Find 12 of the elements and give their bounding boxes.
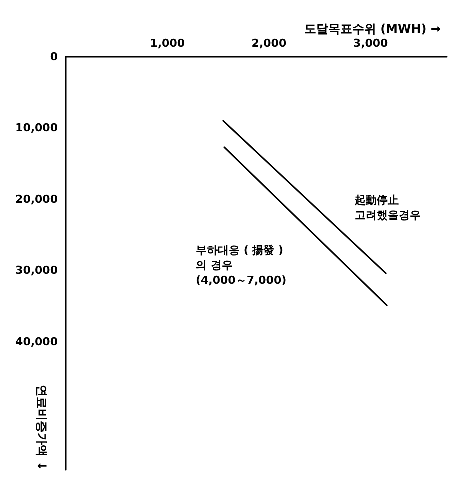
x-tick-label: 3,000: [353, 37, 389, 50]
y-tick-label: 0: [50, 50, 58, 64]
y-tick-label: 20,000: [16, 192, 58, 206]
annotation: 起動停止 고려했을경우: [354, 194, 421, 222]
x-tick-label: 2,000: [252, 37, 287, 50]
y-tick-label: 40,000: [16, 335, 58, 348]
y-tick-label: 30,000: [16, 264, 58, 278]
y-axis-title: 연료비증가액 ↓: [35, 385, 49, 472]
y-tick-label: 10,000: [16, 122, 58, 135]
x-axis-title: 도달목표수위 (MWH) →: [304, 22, 441, 36]
annotation: 부하대응 ( 揚發 ) 의 경우 (4,000～7,000): [196, 244, 287, 287]
x-tick-label: 1,000: [150, 37, 186, 50]
